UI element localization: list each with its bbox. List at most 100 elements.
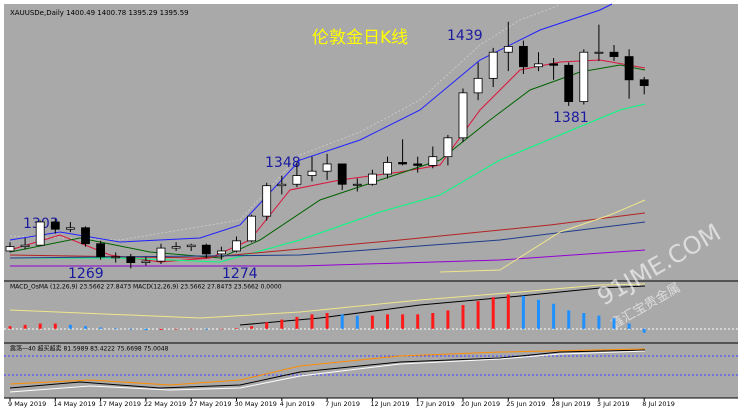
macd-bar [597, 315, 601, 329]
macd-bar [38, 323, 42, 329]
chart-header: XAUUSDe,Daily 1400.49 1400.78 1395.29 13… [10, 9, 189, 17]
macd-bar [144, 328, 148, 331]
macd-bar [537, 299, 540, 329]
candle-body [81, 227, 90, 245]
candle-body [307, 170, 317, 176]
macd-bar [627, 323, 631, 329]
candle-body [337, 163, 347, 185]
macd-bar [340, 314, 344, 329]
macd-bar [552, 303, 556, 329]
candle-body [292, 175, 302, 185]
macd-bar [446, 310, 450, 329]
x-tick-label: 4 Jun 2019 [280, 400, 315, 408]
macd-bar [567, 310, 571, 329]
oscillator-label: 震荡—40 超买超卖 81.5989 83.4222 75.6698 75.00… [10, 345, 169, 353]
x-tick-label: 28 Jun 2019 [552, 400, 591, 408]
annotation: 1274 [222, 266, 258, 282]
candle-body [66, 227, 75, 230]
macd-bar [416, 314, 420, 329]
x-tick-label: 27 May 2019 [189, 400, 231, 408]
candle-body [201, 244, 211, 255]
candle-body [156, 247, 166, 262]
candle-body [35, 221, 45, 246]
macd-bar [491, 297, 495, 329]
macd-bar [235, 328, 238, 329]
candle-body [398, 162, 408, 165]
macd-bar [386, 314, 389, 329]
macd-bar [401, 314, 405, 329]
candle-body [534, 63, 543, 68]
candle-body [216, 250, 226, 255]
candle-body [367, 173, 377, 185]
candle-body [322, 163, 332, 172]
macd-bar [506, 294, 510, 329]
candle-body [171, 246, 181, 249]
candle-body [5, 246, 15, 252]
candle-body [473, 77, 483, 94]
macd-bar [23, 324, 27, 329]
macd-bar [114, 328, 118, 329]
macd-bar [431, 313, 435, 329]
macd-bar [476, 301, 480, 329]
macd-bar [280, 319, 284, 329]
macd-line [239, 285, 646, 326]
x-tick-label: 14 May 2019 [53, 400, 95, 408]
candle-body [111, 256, 121, 259]
candle-body [141, 260, 151, 263]
x-tick-label: 30 May 2019 [235, 400, 277, 408]
macd-bar [582, 313, 586, 329]
oscillator-line [9, 348, 646, 386]
macd-bar [310, 314, 314, 329]
candle-body [458, 92, 468, 139]
candle-body [20, 244, 30, 248]
macd-bar [265, 322, 269, 329]
candle-body [96, 243, 105, 258]
x-tick-label: 20 Jun 2019 [461, 400, 500, 408]
band-line [439, 199, 646, 273]
oscillator-line [9, 350, 646, 393]
candle-body [232, 240, 241, 252]
macd-bar [521, 295, 525, 329]
x-tick-label: 3 Jul 2019 [597, 400, 630, 408]
x-tick-label: 25 Jun 2019 [506, 400, 545, 408]
macd-bar [99, 327, 103, 329]
macd-bar [250, 326, 254, 329]
macd-bar [129, 328, 133, 330]
candle-body [186, 244, 196, 248]
candle-body [352, 183, 362, 186]
candle-body [428, 156, 438, 166]
candle-body [247, 215, 257, 242]
candle-body [564, 64, 574, 102]
macd-bar [204, 328, 208, 330]
candle-body [413, 163, 423, 166]
macd-bar [295, 316, 299, 329]
x-tick-label: 9 May 2019 [8, 400, 46, 408]
candle-body [609, 51, 619, 57]
candle-body [519, 46, 528, 68]
macd-label: MACD_OsMA (12,26,9) 23.5662 27.8473 MACD… [10, 284, 282, 291]
macd-bar [8, 326, 12, 329]
annotation: 1269 [68, 266, 104, 282]
candle-body [50, 221, 60, 230]
macd-bar [159, 328, 163, 330]
macd-bar [219, 328, 223, 330]
x-tick-label: 7 Jun 2019 [325, 400, 360, 408]
x-tick-label: 8 Jul 2019 [642, 400, 675, 408]
candle-body [488, 51, 498, 79]
chart-title: 伦敦金日K线 [312, 28, 408, 48]
candle-body [443, 137, 453, 158]
macd-bar [370, 315, 374, 329]
candle-body [262, 185, 272, 217]
macd-bar [355, 315, 359, 329]
ma-line [10, 103, 646, 263]
candle-body [503, 46, 513, 53]
annotation: 1381 [553, 110, 589, 126]
plot-background [4, 4, 738, 398]
candle-body [594, 51, 604, 54]
x-tick-label: 17 May 2019 [99, 400, 141, 408]
candle-body [639, 79, 649, 86]
candle-body [549, 63, 558, 66]
macd-bar [53, 323, 57, 329]
macd-bar [642, 328, 646, 333]
